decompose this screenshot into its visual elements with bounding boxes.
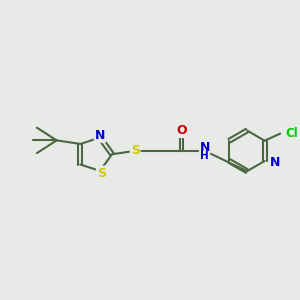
Text: N: N <box>200 141 210 154</box>
Text: N: N <box>95 129 105 142</box>
Text: S: S <box>131 144 140 157</box>
Text: S: S <box>97 167 106 180</box>
Text: O: O <box>176 124 187 137</box>
Text: N: N <box>270 156 280 169</box>
Text: H: H <box>200 151 209 161</box>
Text: Cl: Cl <box>285 127 298 140</box>
